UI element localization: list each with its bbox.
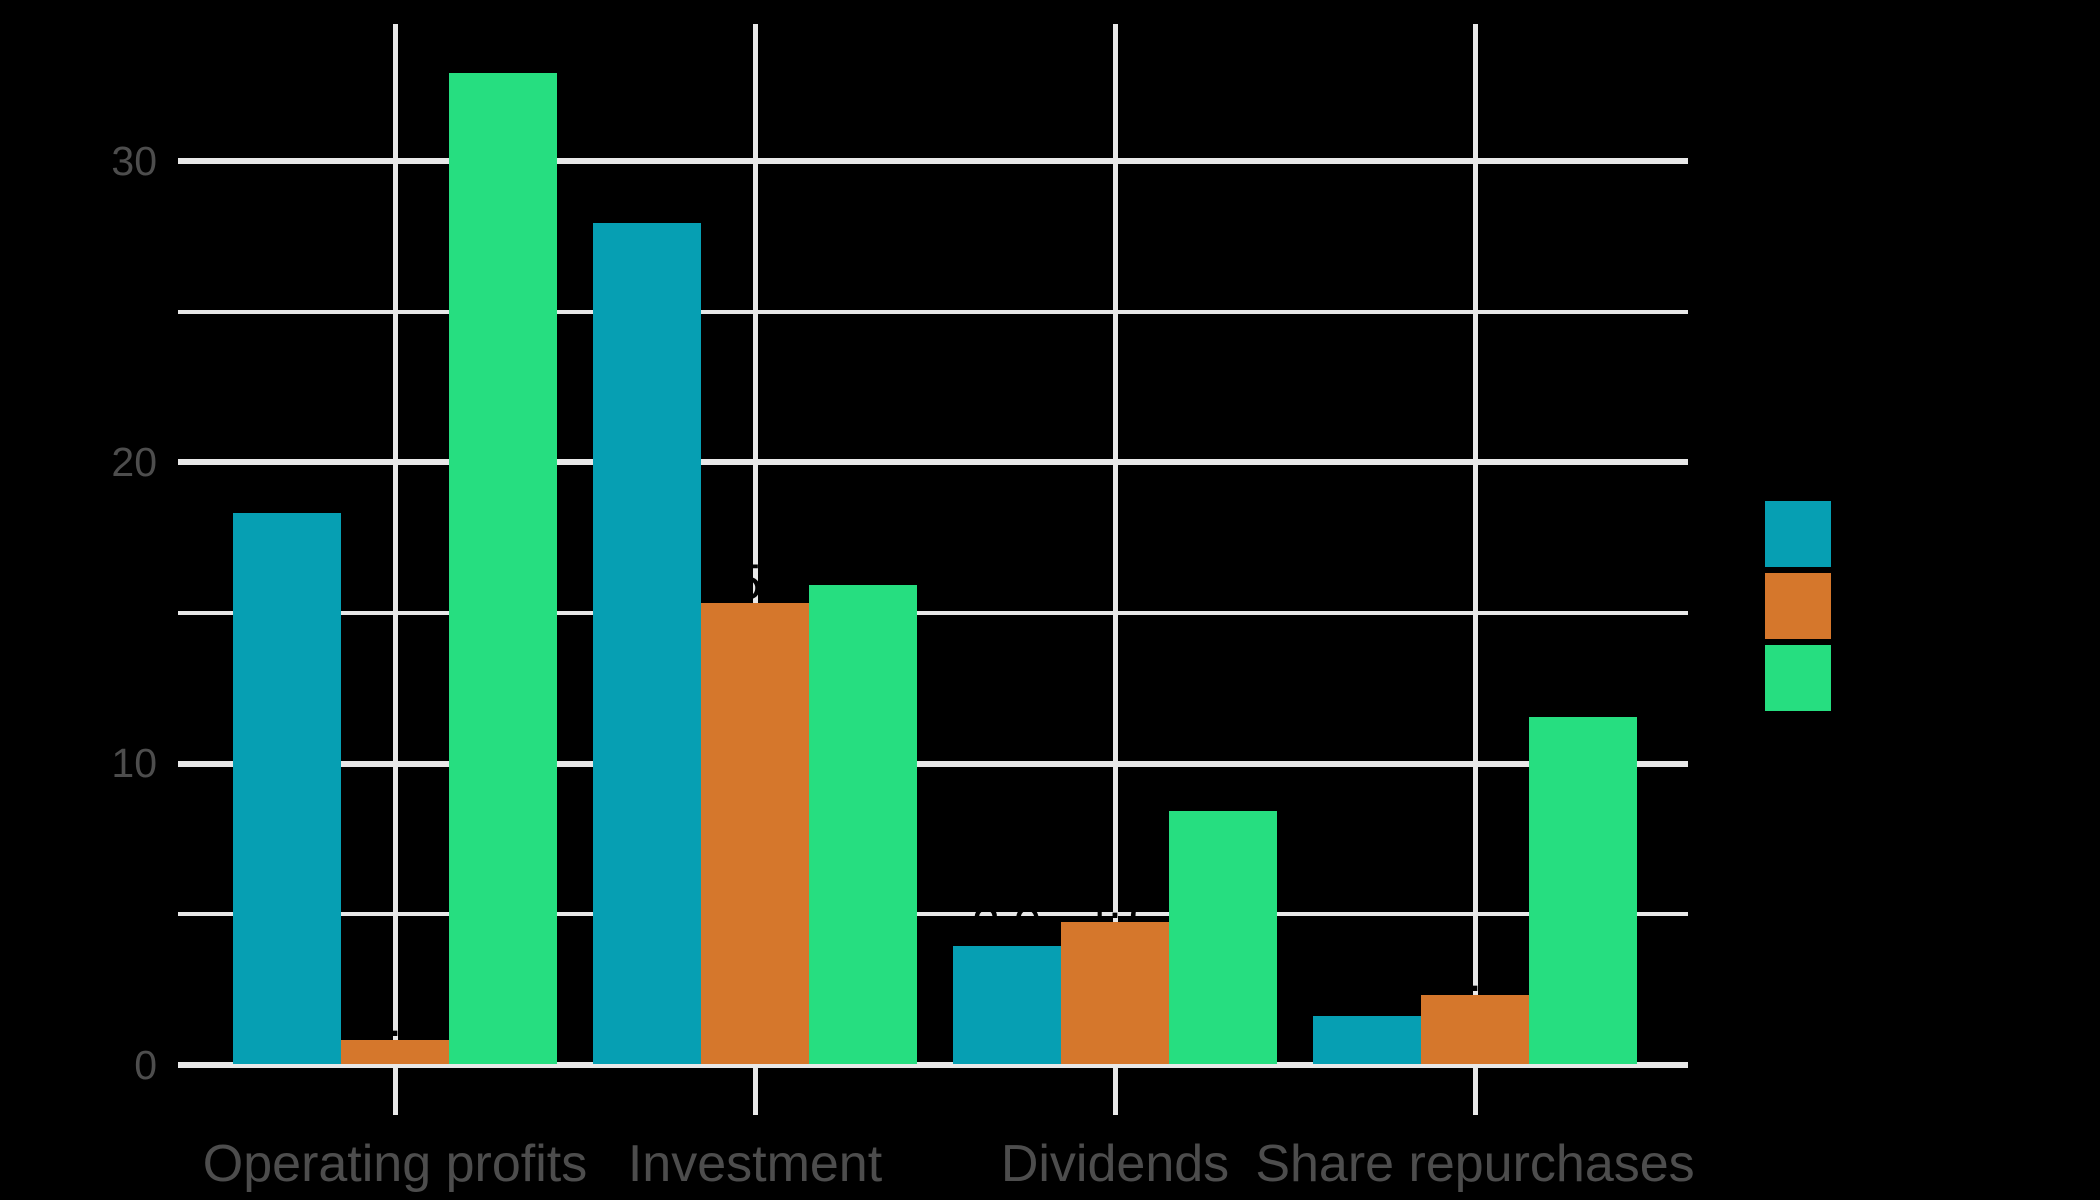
bar-value-label-orange-dividends: 4.7	[1080, 873, 1150, 930]
x-category-label-investment: Investment	[627, 1135, 883, 1193]
bar-value-label-green-operating-profits: 32.9	[454, 23, 552, 80]
bar-value-label-green-investment: 15.9	[814, 535, 912, 592]
bar-teal-share-repurchases	[1313, 1015, 1421, 1064]
y-tick-label-30: 30	[111, 137, 157, 184]
bar-teal-investment	[593, 223, 701, 1064]
legend-swatch-teal	[1765, 501, 1831, 567]
gridline-y-major-20	[178, 459, 1688, 466]
bar-value-label-orange-operating-profits: 0.8	[360, 990, 430, 1047]
gridline-x-operating-profits	[392, 24, 398, 1065]
y-tick-label-10: 10	[111, 740, 157, 787]
bar-value-label-teal-share-repurchases: 1.6	[1332, 966, 1402, 1023]
x-category-label-dividends: Dividends	[1000, 1135, 1230, 1193]
y-tick-label-0: 0	[134, 1041, 157, 1088]
bar-value-label-teal-investment: 27.9	[598, 174, 696, 231]
bar-green-share-repurchases	[1529, 717, 1637, 1064]
legend-swatch-orange	[1765, 573, 1831, 639]
bar-value-label-green-dividends: 8.4	[1188, 761, 1258, 818]
bar-orange-operating-profits	[341, 1039, 449, 1064]
legend-swatch-green	[1765, 645, 1831, 711]
bar-value-label-orange-investment: 15.3	[706, 553, 804, 610]
gridline-y-minor-25	[178, 309, 1688, 314]
bar-orange-investment	[701, 602, 809, 1064]
bar-teal-dividends	[953, 946, 1061, 1064]
x-category-label-operating-profits: Operating profits	[202, 1135, 588, 1193]
bar-orange-share-repurchases	[1421, 994, 1529, 1064]
x-tick-share-repurchases	[1472, 1065, 1478, 1115]
x-tick-dividends	[1112, 1065, 1118, 1115]
x-tick-investment	[752, 1065, 758, 1115]
gridline-x-investment	[752, 24, 758, 1065]
bar-orange-dividends	[1061, 922, 1169, 1064]
x-category-label-share-repurchases: Share repurchases	[1255, 1135, 1695, 1193]
bar-green-operating-profits	[449, 72, 557, 1064]
bar-green-dividends	[1169, 810, 1277, 1064]
gridline-y-major-0	[178, 1062, 1688, 1068]
bar-teal-operating-profits	[233, 512, 341, 1064]
gridline-x-dividends	[1112, 24, 1118, 1065]
bar-value-label-orange-share-repurchases: 2.3	[1440, 945, 1510, 1002]
gridline-y-minor-15	[178, 611, 1688, 615]
bar-green-investment	[809, 584, 917, 1064]
gridline-x-share-repurchases	[1472, 24, 1478, 1065]
gridline-y-major-30	[178, 158, 1688, 164]
bar-value-label-green-share-repurchases: 11.5	[1536, 668, 1630, 725]
bar-value-label-teal-operating-profits: 18.3	[238, 463, 336, 520]
bar-value-label-teal-dividends: 3.9	[972, 897, 1042, 954]
y-tick-label-20: 20	[111, 438, 157, 485]
gridline-y-major-10	[178, 760, 1688, 767]
gridline-y-minor-5	[178, 912, 1688, 917]
x-tick-operating-profits	[392, 1065, 398, 1115]
